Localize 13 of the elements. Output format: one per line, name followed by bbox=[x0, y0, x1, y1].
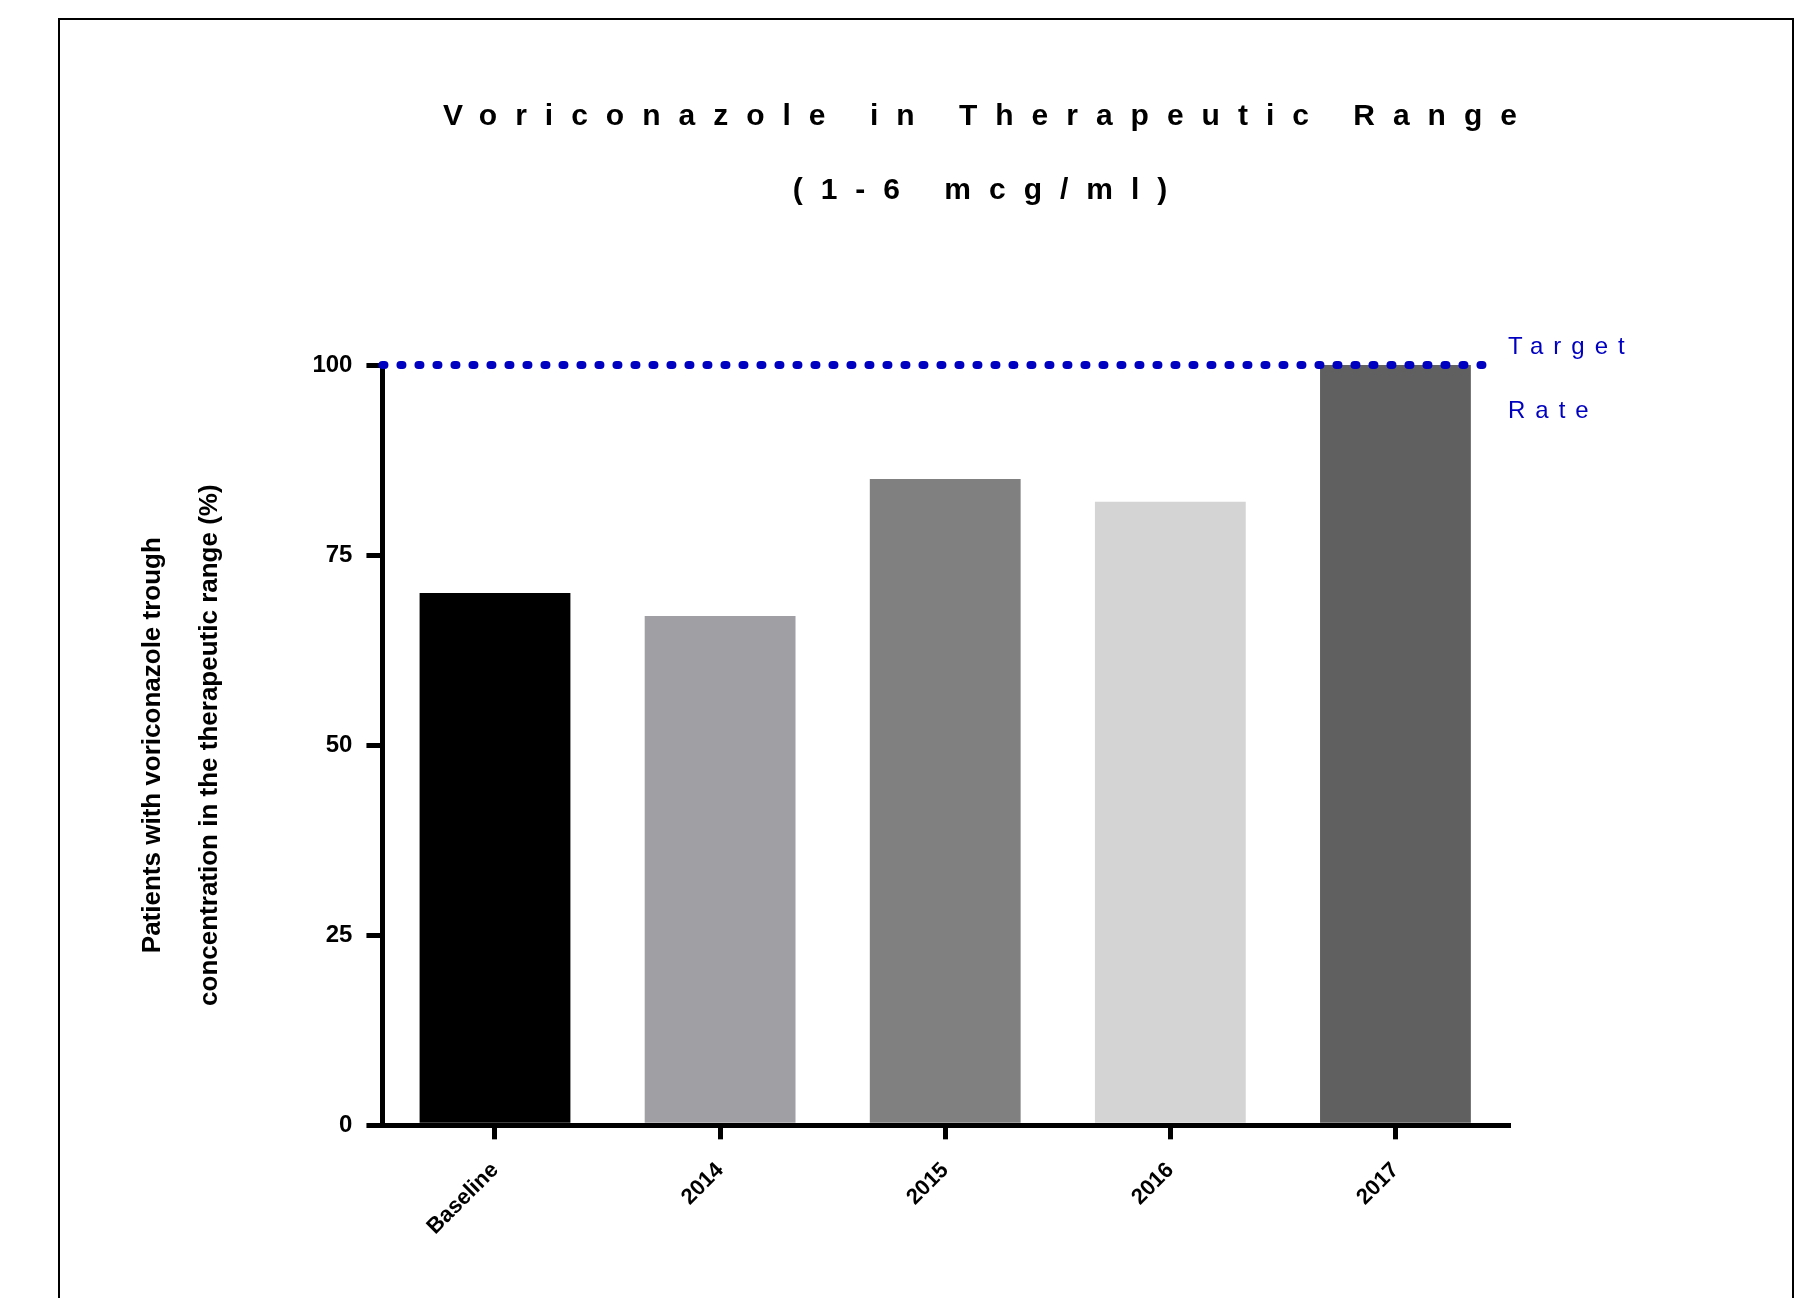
chart-subtitle: (1-6 mcg/ml) bbox=[791, 172, 1187, 206]
y-tick-label: 0 bbox=[339, 1109, 353, 1137]
chart-title: Voriconazole in Therapeutic Range bbox=[442, 98, 1536, 132]
bar bbox=[644, 615, 796, 1123]
text: Target Rate bbox=[1508, 331, 1635, 423]
y-axis-title: Patients with voriconazole trough concentration in the therapeutic range (%) bbox=[135, 484, 223, 1006]
y-tick-label: 100 bbox=[312, 349, 353, 377]
y-tick-label: 75 bbox=[325, 539, 353, 567]
y-tick-label: 50 bbox=[325, 729, 353, 757]
bar bbox=[1320, 365, 1471, 1123]
bar bbox=[1094, 501, 1246, 1123]
y-tick-label: 25 bbox=[325, 919, 353, 947]
bar bbox=[869, 479, 1021, 1123]
